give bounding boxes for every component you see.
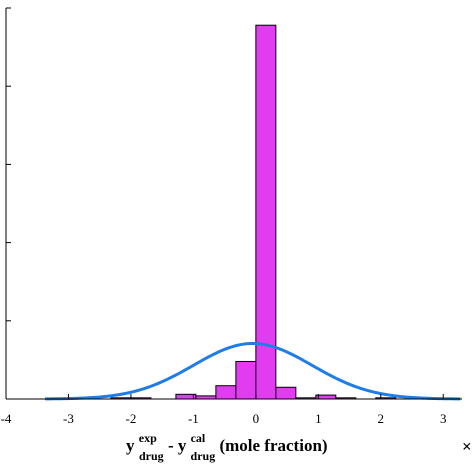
x-multiplier-label: ×: [462, 437, 472, 456]
normal-fit-curve: [45, 341, 461, 401]
x-tick-label-2: -2: [126, 411, 137, 426]
x-tick-label-0: -4: [1, 411, 12, 426]
x-tick-labels: -4 -3 -2 -1 0 1 2 3: [1, 411, 447, 426]
x-tick-label-1: -3: [63, 411, 74, 426]
xlabel-minus: -: [168, 436, 178, 455]
xlabel-sub-drug-1: drug: [139, 449, 164, 463]
xlabel-y-cal: y: [178, 436, 187, 455]
histogram-bar-4: [215, 385, 237, 400]
histogram-bar-5: [235, 360, 257, 400]
xlabel-rest: (mole fraction): [219, 436, 327, 455]
axes: [5, 7, 462, 400]
xlabel-y-exp: y: [126, 436, 135, 455]
x-tick-label-5: 1: [315, 411, 322, 426]
x-tick-label-7: 3: [440, 411, 447, 426]
x-tick-label-4: 0: [253, 411, 260, 426]
x-tick-label-3: -1: [188, 411, 199, 426]
x-tick-label-6: 2: [378, 411, 385, 426]
xlabel-sup-exp: exp: [139, 431, 157, 445]
histogram-bar-7: [275, 386, 297, 400]
xlabel-sup-cal: cal: [191, 431, 206, 445]
x-axis-label: y exp drug - y cal drug (mole fraction): [126, 427, 328, 464]
xlabel-sub-drug-2: drug: [191, 449, 216, 463]
